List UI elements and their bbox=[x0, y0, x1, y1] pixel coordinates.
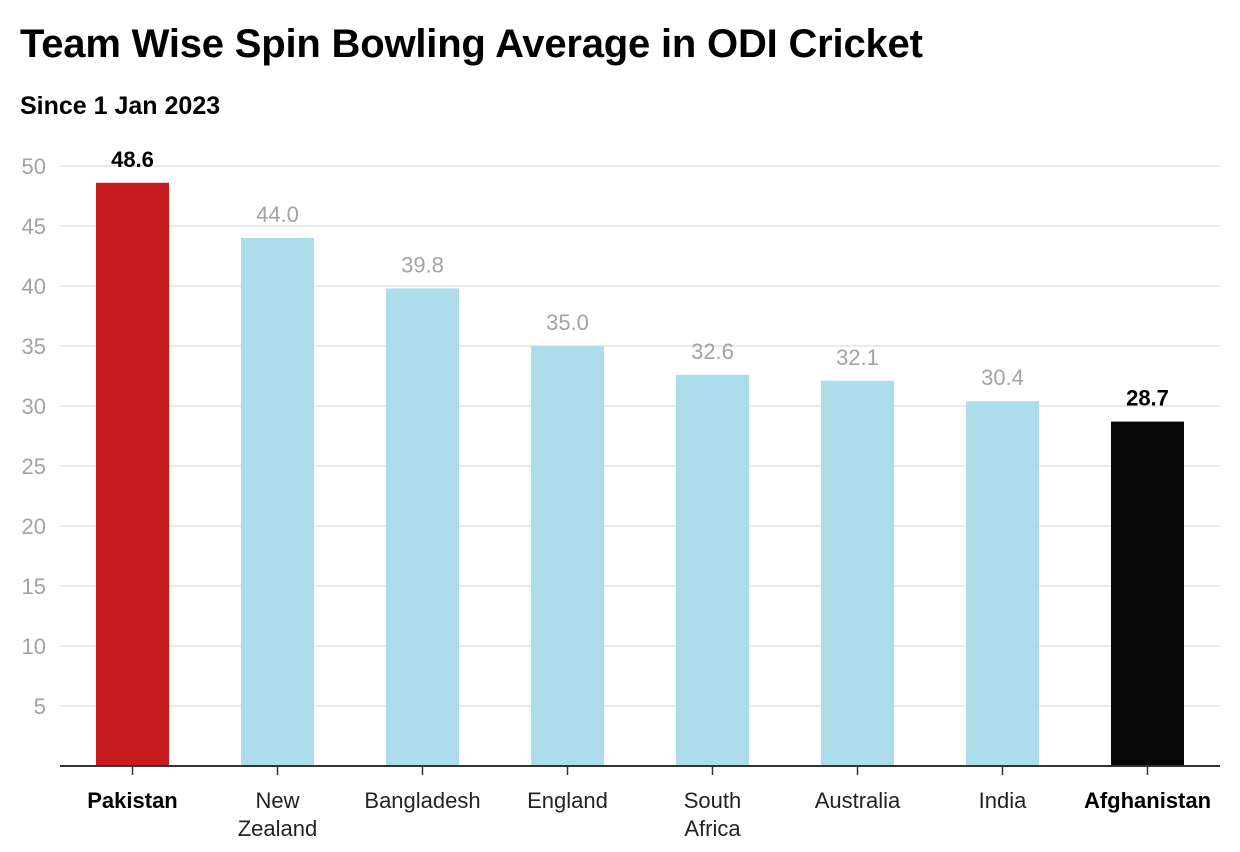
bar bbox=[1111, 421, 1184, 766]
gridlines bbox=[60, 165, 1220, 707]
data-label: 32.1 bbox=[836, 345, 879, 370]
x-tick-label: India bbox=[979, 788, 1027, 813]
bar bbox=[531, 346, 604, 766]
bar bbox=[386, 288, 459, 766]
y-tick-label: 5 bbox=[34, 694, 46, 719]
y-axis-ticks: 5 10 15 20 25 30 35 40 45 50 bbox=[22, 154, 46, 719]
y-tick-label: 10 bbox=[22, 634, 46, 659]
category-labels: Pakistan New Zealand Bangladesh England South… bbox=[87, 788, 1211, 841]
chart-title: Team Wise Spin Bowling Average in ODI Cr… bbox=[20, 22, 923, 66]
y-tick-label: 45 bbox=[22, 214, 46, 239]
bar bbox=[241, 238, 314, 766]
bar bbox=[96, 182, 169, 767]
x-axis-ticks bbox=[131, 766, 1149, 775]
y-tick-label: 15 bbox=[22, 574, 46, 599]
x-tick-label: Zealand bbox=[238, 816, 318, 841]
x-tick-label: New bbox=[255, 788, 299, 813]
x-tick-label: Africa bbox=[684, 816, 741, 841]
y-tick-label: 50 bbox=[22, 154, 46, 179]
data-label: 30.4 bbox=[981, 365, 1024, 390]
bar bbox=[676, 374, 749, 766]
x-tick-label: Australia bbox=[815, 788, 901, 813]
bar bbox=[966, 401, 1039, 766]
y-tick-label: 40 bbox=[22, 274, 46, 299]
x-tick-label: Bangladesh bbox=[364, 788, 480, 813]
data-label: 32.6 bbox=[691, 339, 734, 364]
bars bbox=[96, 182, 1184, 767]
x-tick-label: South bbox=[684, 788, 742, 813]
data-label: 48.6 bbox=[111, 147, 154, 172]
data-label: 39.8 bbox=[401, 252, 444, 277]
x-tick-label: Afghanistan bbox=[1084, 788, 1211, 813]
y-tick-label: 25 bbox=[22, 454, 46, 479]
y-tick-label: 30 bbox=[22, 394, 46, 419]
y-tick-label: 20 bbox=[22, 514, 46, 539]
x-tick-label: England bbox=[527, 788, 608, 813]
bar bbox=[821, 380, 894, 766]
chart-subtitle: Since 1 Jan 2023 bbox=[20, 92, 221, 120]
data-label: 35.0 bbox=[546, 310, 589, 335]
data-labels: 48.6 44.0 39.8 35.0 32.6 32.1 30.4 28.7 bbox=[111, 147, 1169, 411]
y-tick-label: 35 bbox=[22, 334, 46, 359]
data-label: 28.7 bbox=[1126, 386, 1169, 411]
data-label: 44.0 bbox=[256, 202, 299, 227]
x-tick-label: Pakistan bbox=[87, 788, 178, 813]
